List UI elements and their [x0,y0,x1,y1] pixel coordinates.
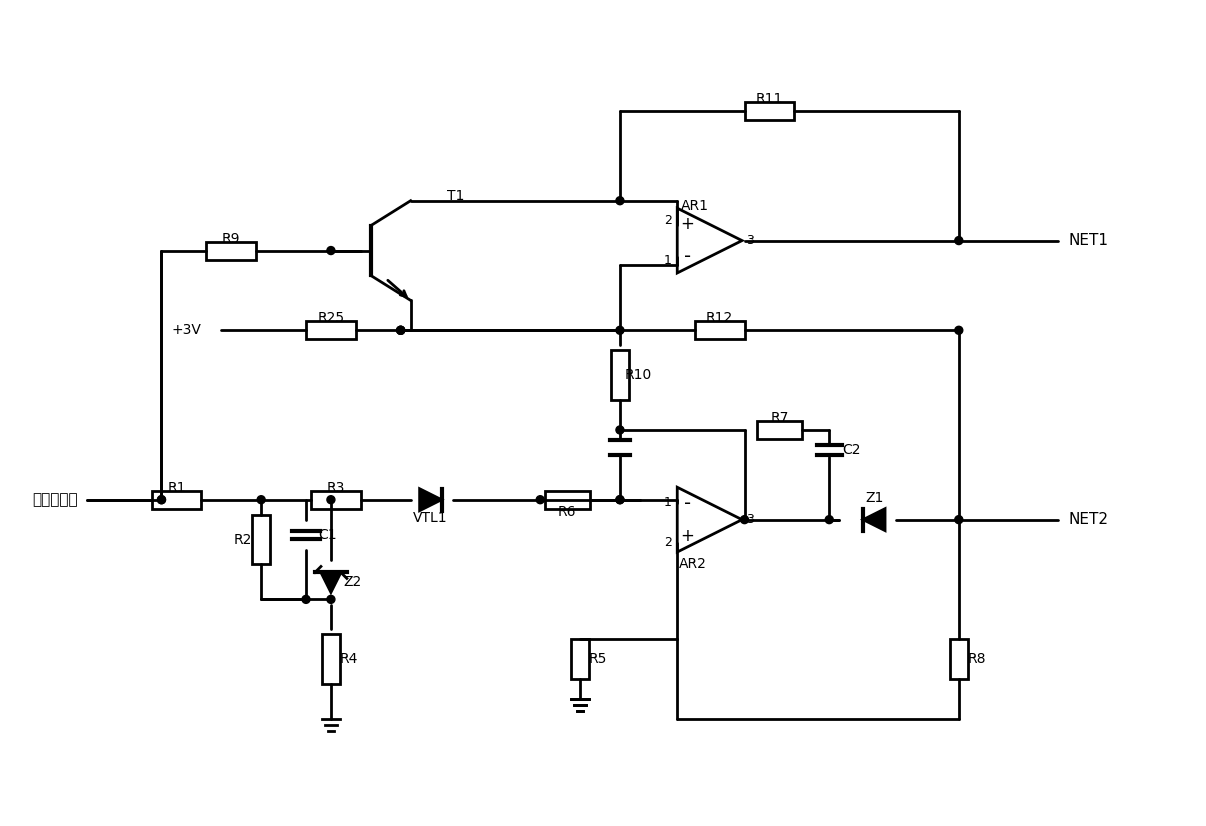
Text: T1: T1 [446,188,464,202]
Circle shape [327,247,335,254]
Text: AR2: AR2 [679,558,707,572]
Text: 2: 2 [663,214,672,227]
Polygon shape [678,208,742,273]
Circle shape [616,326,624,335]
Text: 3: 3 [747,513,755,526]
Circle shape [158,496,165,504]
Text: R12: R12 [706,311,733,325]
Circle shape [158,496,165,504]
Circle shape [327,496,335,504]
Text: C1: C1 [318,528,338,542]
Text: R3: R3 [327,481,345,495]
Text: -: - [684,494,691,513]
Text: R6: R6 [558,505,576,519]
Circle shape [616,496,624,504]
Polygon shape [420,489,441,510]
Text: 2: 2 [663,536,672,549]
Text: Z2: Z2 [344,576,362,590]
Circle shape [616,197,624,205]
Text: R7: R7 [771,411,789,425]
Text: 电场传感器: 电场传感器 [31,492,77,507]
Circle shape [955,515,962,524]
Text: Z1: Z1 [865,491,883,505]
Text: NET2: NET2 [1069,512,1108,527]
Text: -: - [684,247,691,266]
Bar [611,350,628,400]
Text: R4: R4 [340,653,358,667]
Text: +: + [680,527,695,545]
Bar [311,491,361,509]
Bar [152,491,201,509]
Bar [252,515,270,564]
Text: 1: 1 [663,496,672,509]
Text: R25: R25 [317,311,345,325]
Bar [306,321,356,339]
Text: R11: R11 [756,92,783,106]
Bar [545,491,590,509]
Circle shape [955,326,962,335]
Bar [206,241,256,259]
Text: 3: 3 [747,234,755,247]
Circle shape [616,496,624,504]
Circle shape [302,596,310,603]
Circle shape [537,496,544,504]
Bar [950,639,967,679]
Polygon shape [321,572,341,592]
Text: VTL1: VTL1 [414,510,447,525]
Text: +: + [680,216,695,234]
Circle shape [327,596,335,603]
Text: R10: R10 [625,368,651,382]
Bar [572,639,589,679]
Circle shape [616,426,624,434]
Text: 1: 1 [663,254,672,267]
Circle shape [257,496,265,504]
Bar [757,421,802,439]
Circle shape [397,326,405,335]
Bar [322,634,340,684]
Text: NET1: NET1 [1069,233,1108,248]
Bar [695,321,744,339]
Text: C2: C2 [842,443,860,457]
Text: R2: R2 [234,533,252,547]
Text: +3V: +3V [171,323,201,337]
Polygon shape [863,509,885,530]
Circle shape [397,326,405,335]
Circle shape [397,326,405,335]
Text: R5: R5 [589,653,607,667]
Circle shape [740,515,749,524]
Text: AR1: AR1 [680,199,709,213]
Circle shape [955,236,962,244]
Bar [744,102,795,120]
Polygon shape [678,487,742,552]
Text: R9: R9 [222,231,240,245]
Circle shape [825,515,833,524]
Text: R8: R8 [967,653,987,667]
Text: R1: R1 [168,481,186,495]
